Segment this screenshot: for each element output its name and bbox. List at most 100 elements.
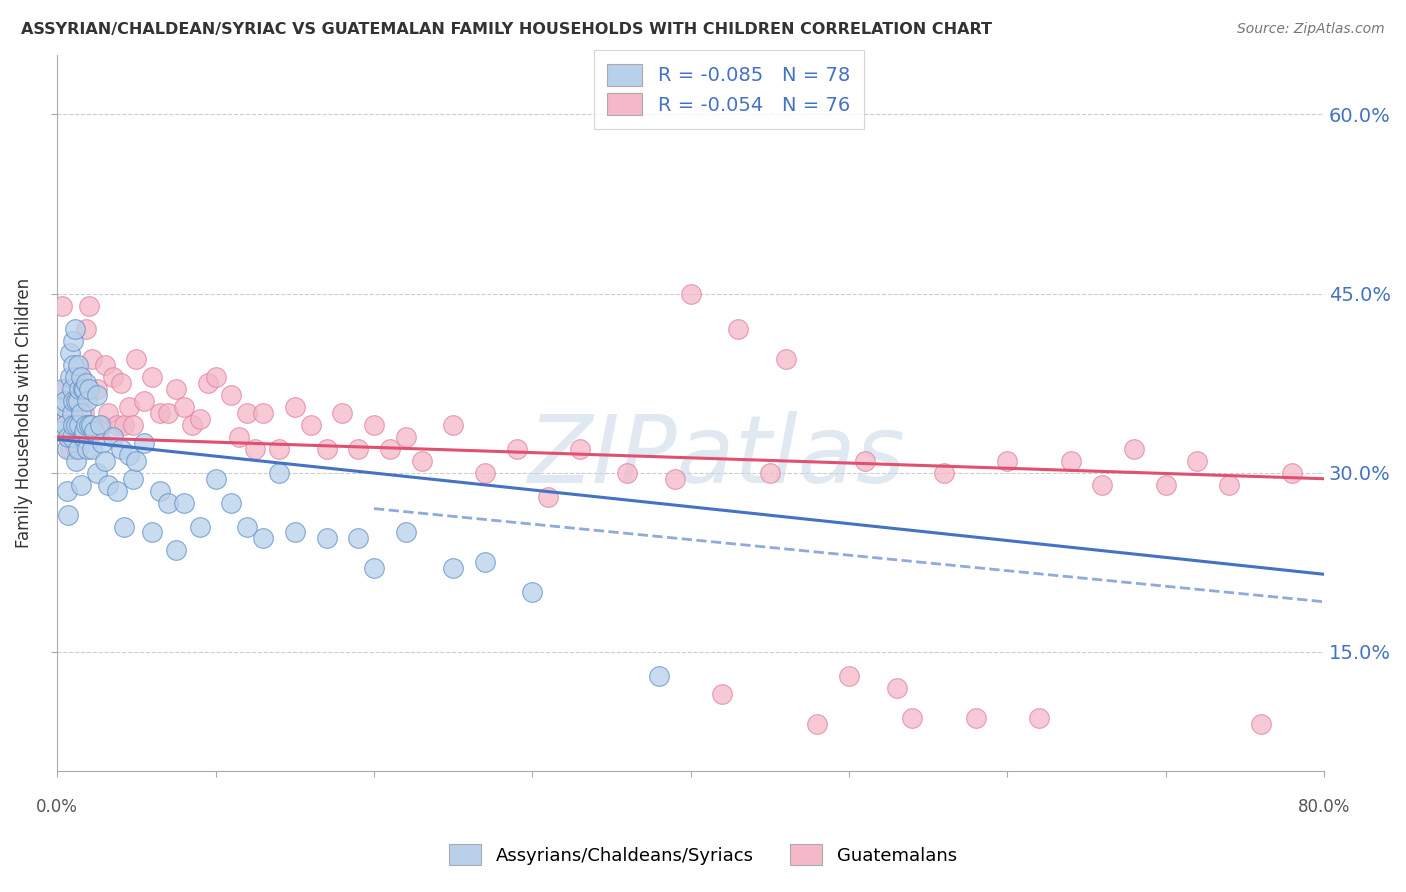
Point bbox=[75, 417, 97, 432]
Point bbox=[73, 406, 96, 420]
Point bbox=[522, 585, 544, 599]
Point bbox=[101, 430, 124, 444]
Point bbox=[378, 442, 401, 456]
Point bbox=[79, 417, 101, 432]
Point bbox=[411, 454, 433, 468]
Point bbox=[94, 454, 117, 468]
Point bbox=[73, 382, 96, 396]
Point bbox=[221, 388, 243, 402]
Point bbox=[901, 711, 924, 725]
Point bbox=[648, 669, 671, 683]
Point bbox=[474, 555, 496, 569]
Point bbox=[1123, 442, 1146, 456]
Point bbox=[149, 406, 172, 420]
Point bbox=[759, 466, 782, 480]
Point bbox=[141, 525, 163, 540]
Point bbox=[62, 358, 84, 372]
Point bbox=[1281, 466, 1303, 480]
Point bbox=[60, 430, 83, 444]
Point bbox=[59, 370, 82, 384]
Point bbox=[82, 442, 104, 456]
Point bbox=[94, 358, 117, 372]
Point bbox=[90, 417, 112, 432]
Point bbox=[568, 442, 591, 456]
Point bbox=[204, 472, 226, 486]
Point bbox=[58, 508, 80, 522]
Point bbox=[505, 442, 527, 456]
Point bbox=[52, 400, 75, 414]
Point bbox=[267, 442, 290, 456]
Point bbox=[1187, 454, 1209, 468]
Point bbox=[441, 417, 464, 432]
Point bbox=[117, 448, 139, 462]
Point bbox=[221, 495, 243, 509]
Point bbox=[65, 417, 87, 432]
Legend: Assyrians/Chaldeans/Syriacs, Guatemalans: Assyrians/Chaldeans/Syriacs, Guatemalans bbox=[439, 833, 967, 876]
Point bbox=[1060, 454, 1083, 468]
Point bbox=[236, 519, 259, 533]
Point bbox=[107, 417, 129, 432]
Point bbox=[1028, 711, 1050, 725]
Point bbox=[56, 483, 79, 498]
Point bbox=[727, 322, 749, 336]
Point bbox=[112, 417, 135, 432]
Point bbox=[66, 394, 89, 409]
Text: 80.0%: 80.0% bbox=[1298, 797, 1350, 815]
Text: ASSYRIAN/CHALDEAN/SYRIAC VS GUATEMALAN FAMILY HOUSEHOLDS WITH CHILDREN CORRELATI: ASSYRIAN/CHALDEAN/SYRIAC VS GUATEMALAN F… bbox=[21, 22, 993, 37]
Point bbox=[58, 430, 80, 444]
Point bbox=[441, 561, 464, 575]
Point bbox=[97, 477, 120, 491]
Point bbox=[65, 454, 87, 468]
Point bbox=[165, 543, 187, 558]
Point bbox=[616, 466, 638, 480]
Point bbox=[53, 417, 76, 432]
Point bbox=[395, 525, 418, 540]
Point bbox=[284, 400, 307, 414]
Point bbox=[59, 346, 82, 360]
Point bbox=[117, 400, 139, 414]
Point bbox=[86, 388, 108, 402]
Point bbox=[775, 352, 797, 367]
Point bbox=[679, 286, 702, 301]
Point bbox=[157, 495, 180, 509]
Point bbox=[83, 424, 105, 438]
Point bbox=[204, 370, 226, 384]
Point bbox=[122, 417, 145, 432]
Point bbox=[112, 519, 135, 533]
Point bbox=[70, 370, 93, 384]
Point bbox=[997, 454, 1019, 468]
Point bbox=[711, 687, 734, 701]
Point bbox=[70, 477, 93, 491]
Point bbox=[77, 382, 100, 396]
Point bbox=[838, 669, 860, 683]
Point bbox=[107, 483, 129, 498]
Point bbox=[853, 454, 876, 468]
Point bbox=[110, 442, 132, 456]
Point bbox=[76, 442, 98, 456]
Point bbox=[60, 406, 83, 420]
Point bbox=[51, 382, 73, 396]
Point bbox=[73, 424, 96, 438]
Point bbox=[86, 466, 108, 480]
Point bbox=[53, 394, 76, 409]
Point bbox=[69, 382, 91, 396]
Point bbox=[173, 495, 195, 509]
Point bbox=[315, 442, 337, 456]
Point bbox=[77, 417, 100, 432]
Point bbox=[965, 711, 987, 725]
Point bbox=[65, 394, 87, 409]
Point bbox=[363, 417, 385, 432]
Point bbox=[165, 382, 187, 396]
Point bbox=[60, 382, 83, 396]
Point bbox=[180, 417, 202, 432]
Point bbox=[149, 483, 172, 498]
Point bbox=[56, 442, 79, 456]
Point bbox=[228, 430, 250, 444]
Point bbox=[62, 394, 84, 409]
Point bbox=[72, 382, 94, 396]
Point bbox=[66, 442, 89, 456]
Point bbox=[53, 382, 76, 396]
Point bbox=[134, 394, 156, 409]
Point bbox=[141, 370, 163, 384]
Point bbox=[63, 370, 86, 384]
